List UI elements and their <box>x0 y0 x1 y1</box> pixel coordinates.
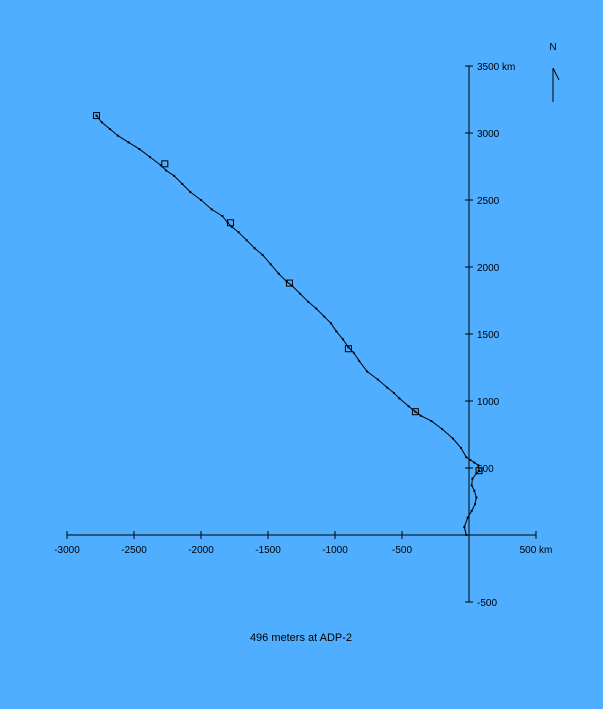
marker-layer <box>92 112 483 475</box>
track-point <box>441 428 444 431</box>
track-point <box>469 458 472 461</box>
track-point <box>277 272 280 275</box>
track-point <box>419 414 422 417</box>
y-tick-label: 3500 km <box>477 62 515 73</box>
y-tick-label: 1000 <box>477 397 500 408</box>
track-point <box>473 461 476 464</box>
north-label: N <box>549 42 556 53</box>
track-point <box>470 509 473 512</box>
position-marker <box>226 219 234 227</box>
position-marker <box>475 467 483 475</box>
track-point <box>159 164 162 167</box>
track-point <box>352 351 355 354</box>
track-point <box>181 182 184 185</box>
track-point <box>253 247 256 250</box>
position-marker <box>344 345 352 353</box>
track-point <box>165 169 168 172</box>
x-tick-label: -3000 <box>54 545 80 556</box>
track-point <box>465 456 468 459</box>
position-marker <box>285 279 293 287</box>
track-point <box>200 199 202 201</box>
track-point <box>474 503 477 506</box>
track-point <box>138 148 141 151</box>
axes: -3000 -2500 -2000 -1500 -1000 -500 500 km -500… <box>54 62 552 609</box>
track-point <box>473 489 476 492</box>
track-point <box>471 477 474 480</box>
x-ticks: -3000 -2500 -2000 -1500 -1000 -500 500 km <box>54 531 552 556</box>
track-point <box>307 300 310 303</box>
track-point <box>335 330 338 333</box>
position-marker <box>161 160 169 168</box>
track-point <box>459 446 462 449</box>
x-tick-label: -2500 <box>121 545 147 556</box>
track-point <box>386 386 389 389</box>
x-tick-label: -1000 <box>322 545 348 556</box>
track-point <box>95 114 98 117</box>
y-tick-label: -500 <box>477 598 497 609</box>
y-tick-label: 3000 <box>477 129 500 140</box>
track-point <box>470 484 473 487</box>
track-point <box>451 437 454 440</box>
north-arrow-icon: N <box>549 42 560 102</box>
position-marker <box>411 408 419 416</box>
x-tick-label: -500 <box>392 545 412 556</box>
track-point <box>127 141 130 144</box>
track-point <box>342 338 345 341</box>
track-point <box>463 525 466 528</box>
track-point <box>430 420 433 423</box>
track-point <box>245 239 248 242</box>
track-point <box>477 464 480 467</box>
track-point <box>189 190 192 193</box>
track-point <box>329 322 332 325</box>
x-tick-label: 500 km <box>520 545 553 556</box>
track-point <box>478 469 481 472</box>
x-tick-label: -2000 <box>188 545 214 556</box>
track-point <box>407 405 410 408</box>
chart-caption: 496 meters at ADP-2 <box>250 632 352 644</box>
track-point <box>108 127 111 130</box>
track-point <box>100 121 103 124</box>
y-tick-label: 1500 <box>477 330 500 341</box>
y-ticks: -500 500 1000 1500 2000 2500 3000 3500 km <box>465 62 515 609</box>
track-point <box>230 225 233 228</box>
track-point <box>221 215 224 218</box>
track-point <box>269 263 272 266</box>
trajectory-line <box>96 115 480 536</box>
track-point <box>237 231 240 234</box>
track-point <box>323 315 326 318</box>
series-layer <box>95 114 481 536</box>
track-point <box>376 378 379 381</box>
y-tick-label: 2500 <box>477 196 500 207</box>
track-point <box>299 292 302 295</box>
track-point <box>261 253 264 256</box>
track-point <box>315 307 318 310</box>
y-tick-label: 500 <box>477 464 494 475</box>
track-point <box>398 397 401 400</box>
y-tick-label: 2000 <box>477 263 500 274</box>
track-point <box>392 391 395 394</box>
track-point <box>414 410 417 413</box>
track-point <box>347 346 350 349</box>
x-tick-label: -1500 <box>255 545 281 556</box>
track-point <box>173 174 176 177</box>
track-point <box>466 516 469 519</box>
track-point <box>149 156 152 159</box>
track-point <box>465 534 468 536</box>
track-point <box>475 496 478 499</box>
track-point <box>210 208 213 211</box>
track-point <box>358 359 361 362</box>
position-marker <box>92 112 100 120</box>
track-point <box>366 370 369 373</box>
track-point <box>116 134 119 137</box>
